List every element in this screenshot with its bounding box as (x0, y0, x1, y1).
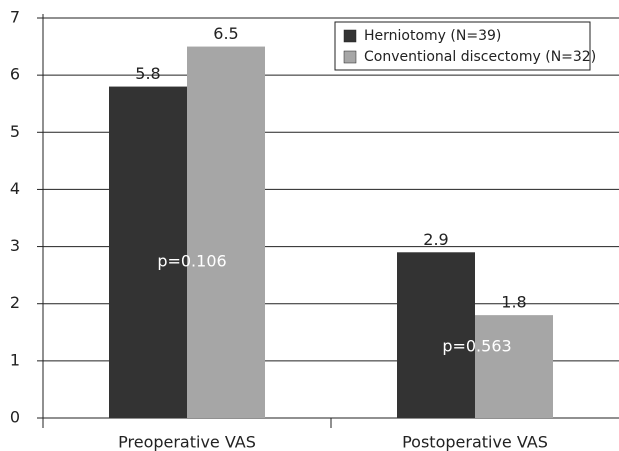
bar (475, 315, 553, 418)
y-tick-label: 3 (10, 236, 20, 255)
x-tick-label: Postoperative VAS (402, 433, 548, 451)
value-label: 2.9 (423, 230, 448, 249)
annotation: p=0.563 (442, 337, 511, 356)
value-label: 5.8 (135, 64, 160, 83)
y-tick-label: 7 (10, 8, 20, 27)
y-tick-label: 4 (10, 179, 20, 198)
y-tick-label: 0 (10, 408, 20, 427)
y-tick-label: 1 (10, 350, 20, 369)
annotation: p=0.106 (157, 252, 226, 271)
bar (187, 46, 265, 418)
x-tick-label: Preoperative VAS (118, 433, 256, 451)
value-label: 1.8 (501, 293, 526, 312)
y-tick-label: 2 (10, 293, 20, 312)
legend-label: Herniotomy (N=39) (364, 28, 501, 44)
legend-swatch (343, 29, 357, 43)
bar (397, 252, 475, 418)
y-tick-label: 5 (10, 122, 20, 141)
legend-label: Conventional discectomy (N=32) (364, 49, 596, 65)
legend-swatch (343, 50, 357, 64)
bar (109, 86, 187, 419)
value-label: 6.5 (213, 24, 238, 43)
legend-box (334, 21, 591, 71)
y-tick-label: 6 (10, 65, 20, 84)
